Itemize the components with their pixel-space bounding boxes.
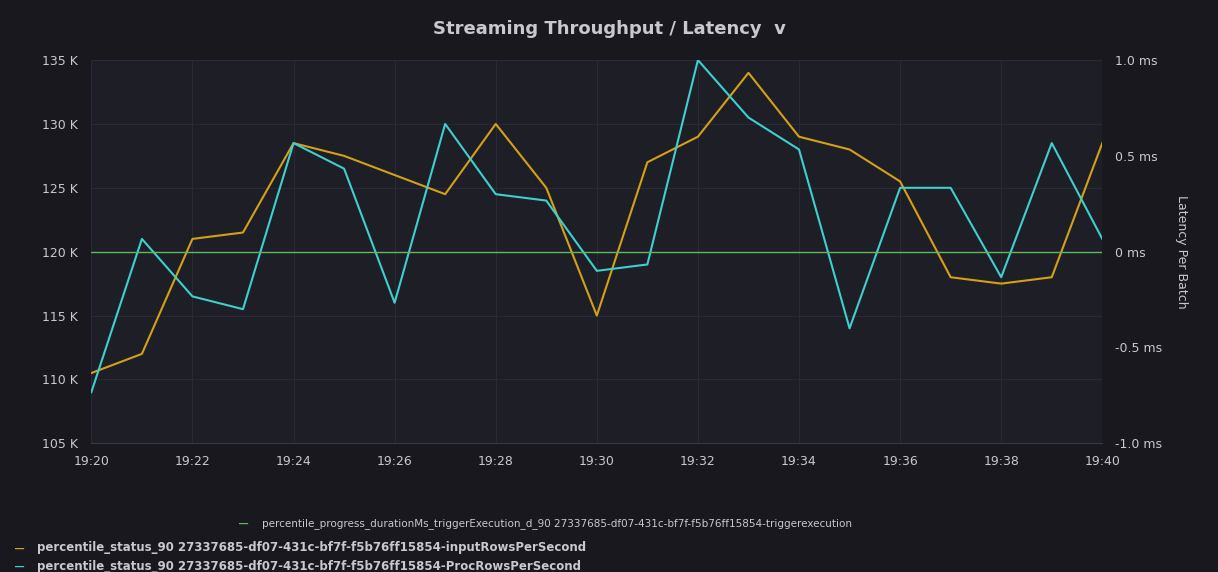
Text: percentile_status_90 27337685-df07-431c-bf7f-f5b76ff15854-inputRowsPerSecond: percentile_status_90 27337685-df07-431c-… — [37, 542, 586, 554]
Text: —: — — [239, 516, 248, 531]
Text: percentile_status_90 27337685-df07-431c-bf7f-f5b76ff15854-ProcRowsPerSecond: percentile_status_90 27337685-df07-431c-… — [37, 560, 581, 572]
Text: Streaming Throughput / Latency  v: Streaming Throughput / Latency v — [432, 20, 786, 38]
Text: —: — — [15, 559, 23, 572]
Y-axis label: Latency Per Batch: Latency Per Batch — [1174, 195, 1188, 308]
Text: —: — — [15, 541, 23, 555]
Text: percentile_progress_durationMs_triggerExecution_d_90 27337685-df07-431c-bf7f-f5b: percentile_progress_durationMs_triggerEx… — [262, 518, 851, 529]
